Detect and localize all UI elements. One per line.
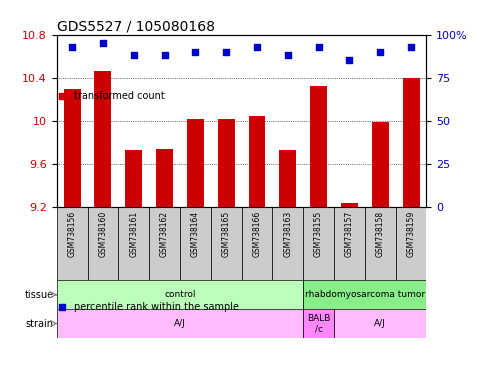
- Point: [376, 49, 384, 55]
- Text: percentile rank within the sample: percentile rank within the sample: [74, 302, 239, 312]
- Text: GSM738157: GSM738157: [345, 211, 354, 257]
- Text: BALB
/c: BALB /c: [307, 314, 330, 333]
- Bar: [242, 207, 272, 280]
- Text: GSM738162: GSM738162: [160, 211, 169, 257]
- Bar: [334, 207, 365, 280]
- Text: GDS5527 / 105080168: GDS5527 / 105080168: [57, 20, 214, 33]
- Text: GSM738165: GSM738165: [222, 211, 231, 257]
- Text: GSM738161: GSM738161: [129, 211, 138, 257]
- Text: A/J: A/J: [174, 319, 186, 328]
- Point: [161, 52, 169, 58]
- Bar: [180, 207, 211, 280]
- Bar: [149, 207, 180, 280]
- Point: [315, 44, 322, 50]
- Text: GSM738159: GSM738159: [407, 211, 416, 257]
- Text: GSM738166: GSM738166: [252, 211, 261, 257]
- Bar: [303, 280, 426, 309]
- Bar: [303, 309, 334, 338]
- Bar: [280, 150, 296, 207]
- Point: [68, 44, 76, 50]
- Text: GSM738155: GSM738155: [314, 211, 323, 257]
- Bar: [156, 149, 173, 207]
- Point: [58, 344, 66, 351]
- Point: [130, 52, 138, 58]
- Bar: [372, 122, 388, 207]
- Bar: [57, 280, 303, 309]
- Bar: [272, 207, 303, 280]
- Bar: [334, 309, 426, 338]
- Point: [407, 44, 415, 50]
- Text: control: control: [164, 290, 196, 299]
- Text: GSM738158: GSM738158: [376, 211, 385, 257]
- Text: GSM738160: GSM738160: [99, 211, 107, 257]
- Bar: [187, 119, 204, 207]
- Point: [253, 44, 261, 50]
- Bar: [57, 207, 88, 280]
- Point: [58, 366, 66, 372]
- Bar: [57, 309, 303, 338]
- Bar: [118, 207, 149, 280]
- Point: [99, 40, 107, 46]
- Bar: [341, 203, 358, 207]
- Text: transformed count: transformed count: [74, 91, 165, 101]
- Bar: [310, 86, 327, 207]
- Bar: [303, 207, 334, 280]
- Bar: [88, 207, 118, 280]
- Point: [346, 58, 353, 64]
- Bar: [365, 207, 395, 280]
- Text: A/J: A/J: [374, 319, 386, 328]
- Bar: [211, 207, 242, 280]
- Point: [222, 49, 230, 55]
- Text: strain: strain: [26, 318, 54, 329]
- Bar: [248, 116, 265, 207]
- Bar: [95, 71, 111, 207]
- Text: GSM738156: GSM738156: [68, 211, 76, 257]
- Text: rhabdomyosarcoma tumor: rhabdomyosarcoma tumor: [305, 290, 425, 299]
- Bar: [403, 78, 420, 207]
- Bar: [218, 119, 235, 207]
- Text: GSM738163: GSM738163: [283, 211, 292, 257]
- Text: tissue: tissue: [25, 290, 54, 300]
- Text: GSM738164: GSM738164: [191, 211, 200, 257]
- Bar: [125, 150, 142, 207]
- Bar: [395, 207, 426, 280]
- Point: [191, 49, 199, 55]
- Point: [284, 52, 292, 58]
- Bar: [64, 89, 80, 207]
